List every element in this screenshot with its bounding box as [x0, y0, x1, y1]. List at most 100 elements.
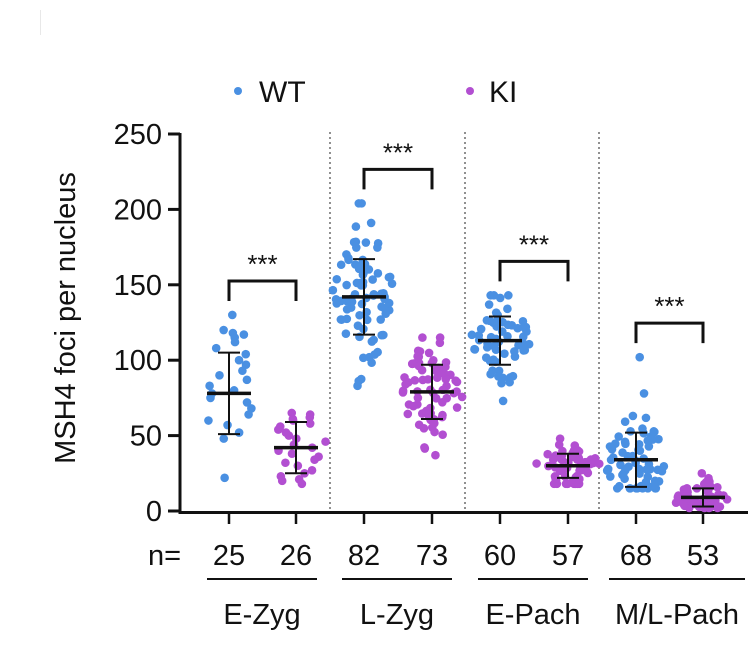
data-point — [492, 322, 501, 331]
x-axis-labels: n= 25 26 E-Zyg 82 73 L-Zyg 60 57 E-Pach 68 53 M/L-P… — [148, 514, 745, 631]
data-point — [682, 484, 692, 493]
data-point — [242, 375, 252, 385]
significance-label: *** — [519, 229, 549, 259]
data-point — [284, 431, 294, 440]
n-count-label: 60 — [484, 540, 516, 572]
data-point — [274, 425, 283, 434]
data-point — [353, 321, 363, 330]
data-point — [230, 337, 240, 347]
data-point — [524, 339, 534, 349]
data-point — [215, 370, 224, 380]
data-point — [519, 322, 529, 332]
data-point — [238, 366, 247, 376]
n-count-label: 53 — [687, 540, 719, 572]
data-point — [205, 381, 214, 391]
crop-mark — [40, 10, 41, 35]
data-point — [342, 280, 351, 290]
y-tick-label: 150 — [114, 270, 162, 302]
data-point — [293, 461, 303, 471]
data-point — [407, 359, 417, 369]
data-point — [441, 374, 451, 384]
data-point — [476, 324, 486, 334]
data-point — [674, 491, 683, 500]
n-count-label: 57 — [552, 540, 584, 572]
data-point — [420, 443, 429, 452]
data-point — [457, 392, 467, 402]
data-point — [297, 479, 307, 489]
data-point — [612, 484, 622, 493]
data-point — [503, 304, 512, 314]
significance-label: *** — [383, 137, 413, 167]
legend-ki-label: KI — [489, 76, 517, 109]
y-tick-label: 200 — [114, 194, 162, 226]
data-point — [379, 330, 388, 340]
data-point — [497, 378, 506, 388]
data-point — [219, 434, 229, 443]
data-point — [505, 373, 515, 382]
data-point — [346, 297, 356, 306]
data-point — [305, 419, 315, 428]
data-point — [628, 411, 638, 421]
data-point — [626, 426, 635, 436]
data-point — [641, 413, 651, 423]
data-point — [474, 331, 484, 340]
data-point — [366, 218, 376, 228]
data-point — [413, 393, 423, 403]
data-point — [423, 375, 433, 384]
significance-bracket — [498, 259, 570, 282]
data-point — [500, 349, 509, 358]
data-point — [401, 380, 410, 389]
data-point — [498, 396, 508, 406]
data-point — [451, 376, 460, 385]
data-point — [700, 503, 709, 513]
data-point — [234, 428, 244, 437]
data-point — [244, 410, 253, 419]
data-point — [705, 477, 714, 486]
data-point — [470, 344, 479, 354]
data-point — [520, 345, 530, 355]
data-point — [354, 376, 364, 386]
data-point — [211, 343, 221, 353]
data-point — [605, 442, 615, 451]
legend-wt-label: WT — [259, 76, 306, 109]
data-point — [373, 238, 383, 248]
legend: WT KI — [234, 76, 517, 109]
data-point — [653, 465, 662, 475]
data-point — [369, 335, 378, 345]
n-count-label: 26 — [280, 540, 312, 572]
data-point — [368, 275, 377, 284]
data-point — [551, 474, 560, 483]
data-point — [373, 347, 382, 357]
data-point — [356, 260, 365, 270]
y-axis-label: MSH4 foci per nucleus — [50, 172, 82, 464]
data-point — [485, 316, 495, 326]
data-point — [504, 291, 513, 300]
data-point — [387, 279, 397, 288]
data-point — [495, 293, 505, 303]
data-point — [452, 387, 461, 396]
data-point — [438, 430, 447, 439]
data-point — [654, 434, 663, 444]
n-count-label: 73 — [416, 540, 448, 572]
data-point — [548, 455, 558, 465]
data-point — [376, 315, 385, 324]
n-count-label: 68 — [620, 540, 652, 572]
data-point — [332, 274, 342, 284]
data-point — [361, 238, 371, 247]
data-point — [573, 445, 582, 455]
data-point — [336, 260, 346, 270]
data-point — [618, 470, 627, 480]
data-point — [543, 449, 552, 459]
significance-label: *** — [654, 291, 684, 321]
significance-bracket — [362, 167, 434, 190]
data-point — [430, 419, 439, 428]
data-point — [614, 432, 623, 441]
data-point — [307, 465, 317, 475]
data-point — [586, 455, 596, 464]
axes: 0 50 100 150 200 250 — [114, 119, 748, 528]
data-point — [410, 376, 420, 385]
data-point — [435, 338, 445, 348]
data-point — [606, 455, 616, 465]
data-point — [228, 310, 237, 320]
